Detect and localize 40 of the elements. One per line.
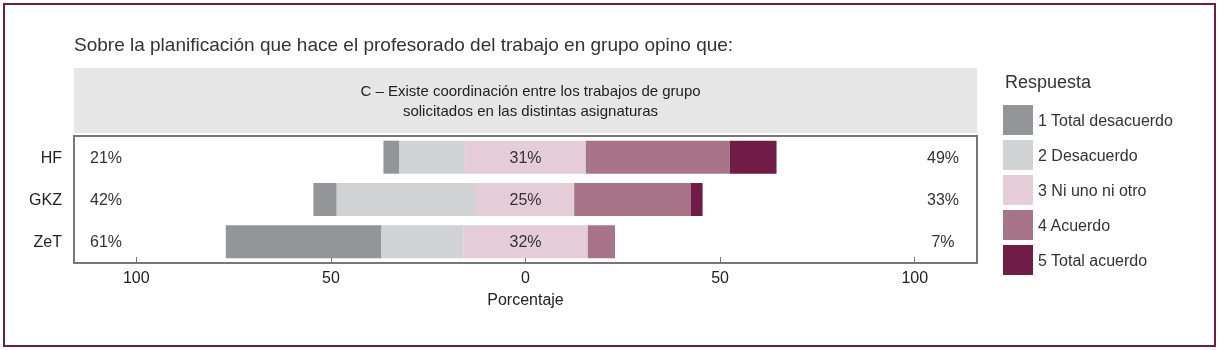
bar: [465, 140, 586, 174]
annotation: 49%: [926, 148, 960, 166]
legend-label: 3 Ni uno ni otro: [1038, 181, 1147, 199]
x-tick-label: 0: [521, 268, 531, 286]
x-tick-label: 50: [711, 268, 730, 286]
x-axis-title: Porcentaje: [487, 290, 564, 308]
legend-label: 5 Total acuerdo: [1038, 251, 1148, 269]
bar: [587, 225, 616, 259]
annotation: 21%: [89, 148, 123, 166]
legend-label: 1 Total desacuerdo: [1038, 111, 1174, 129]
bar: [463, 225, 588, 259]
chart-subtitle: C – Existe coordinación entre los trabajos de grupo solicitados en las distintas asignaturas: [360, 81, 701, 119]
x-tick-label: 50: [321, 268, 340, 286]
legend-title: Respuesta: [1005, 72, 1093, 92]
bar: [690, 182, 703, 217]
bar: [313, 182, 337, 217]
legend-label: 4 Acuerdo: [1038, 216, 1111, 234]
legend-label: 2 Desacuerdo: [1038, 146, 1138, 164]
chart-title: Sobre la planificación que hace el profesorado del trabajo en grupo opino que:: [74, 34, 734, 55]
bar: [399, 140, 466, 174]
annotation: 33%: [926, 191, 960, 208]
annotation: 61%: [89, 233, 123, 251]
x-tick-label: 100: [901, 268, 929, 286]
bar: [336, 182, 477, 217]
y-tick-label: ZeT: [33, 233, 63, 251]
annotation: 31%: [509, 148, 542, 166]
y-tick-label: GKZ: [29, 191, 63, 208]
annotation: 32%: [509, 233, 542, 251]
bar: [476, 182, 575, 217]
annotation: 42%: [89, 191, 123, 208]
bar: [383, 140, 399, 174]
bar: [225, 225, 382, 259]
bar: [574, 182, 691, 217]
y-tick-label: HF: [40, 148, 63, 166]
bar: [381, 225, 464, 259]
annotation: 7%: [931, 233, 955, 251]
bar: [729, 140, 777, 174]
x-tick-label: 100: [122, 268, 150, 286]
bar: [585, 140, 730, 174]
annotation: 25%: [509, 191, 542, 208]
